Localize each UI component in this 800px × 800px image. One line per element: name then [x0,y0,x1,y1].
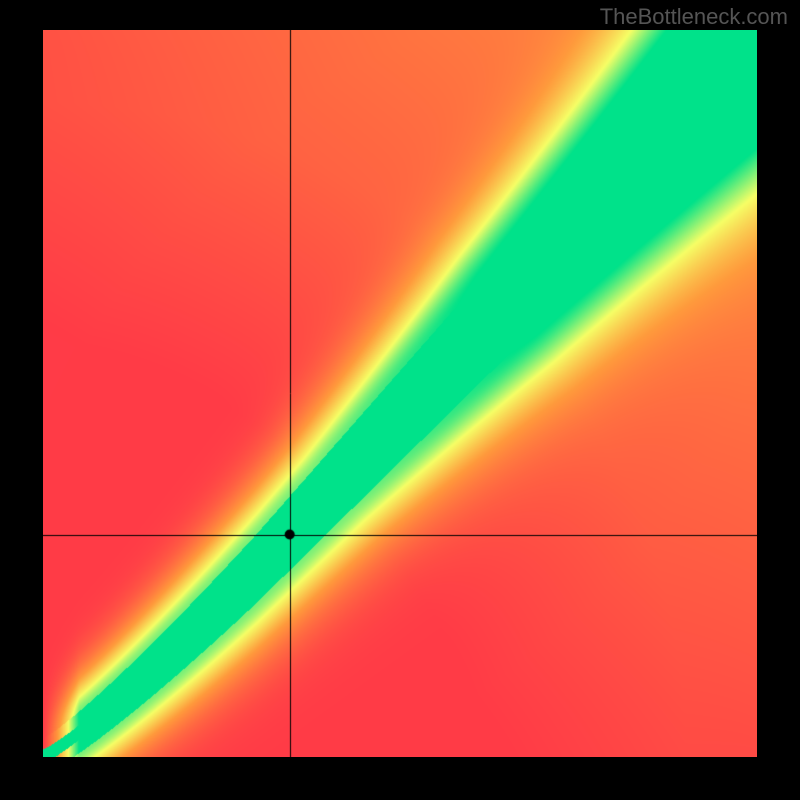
heatmap-canvas [43,30,757,757]
chart-container: TheBottleneck.com [0,0,800,800]
watermark-text: TheBottleneck.com [600,4,788,30]
